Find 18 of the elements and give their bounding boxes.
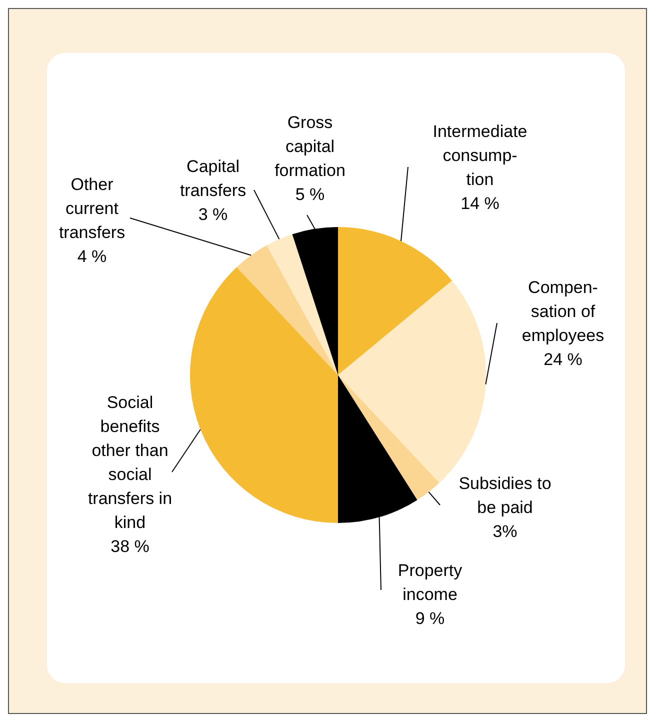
slice-label: Other current transfers — [58, 175, 126, 242]
data-label: 5 % — [295, 185, 325, 204]
slice-label: Capital transfers — [180, 157, 246, 200]
data-label: 38 % — [110, 537, 150, 556]
pie-slice — [338, 375, 440, 500]
slice-label: Property income — [398, 561, 463, 604]
slice-label: Social benefits other than social transfers in kind — [88, 393, 172, 532]
data-label: 14 % — [460, 194, 500, 213]
slice-label: Compen- sation of employees — [522, 278, 604, 345]
pie-slice — [236, 245, 338, 375]
slice-label: Subsidies to be paid — [458, 474, 552, 517]
slice-label: Gross capital formation — [274, 113, 346, 180]
data-label: 3% — [492, 522, 518, 541]
data-label: 4 % — [77, 247, 107, 266]
slice-label: Intermediate consump- tion — [432, 122, 528, 189]
data-label: 3 % — [198, 205, 228, 224]
data-label: 9 % — [415, 609, 445, 628]
data-label: 24 % — [544, 350, 582, 369]
